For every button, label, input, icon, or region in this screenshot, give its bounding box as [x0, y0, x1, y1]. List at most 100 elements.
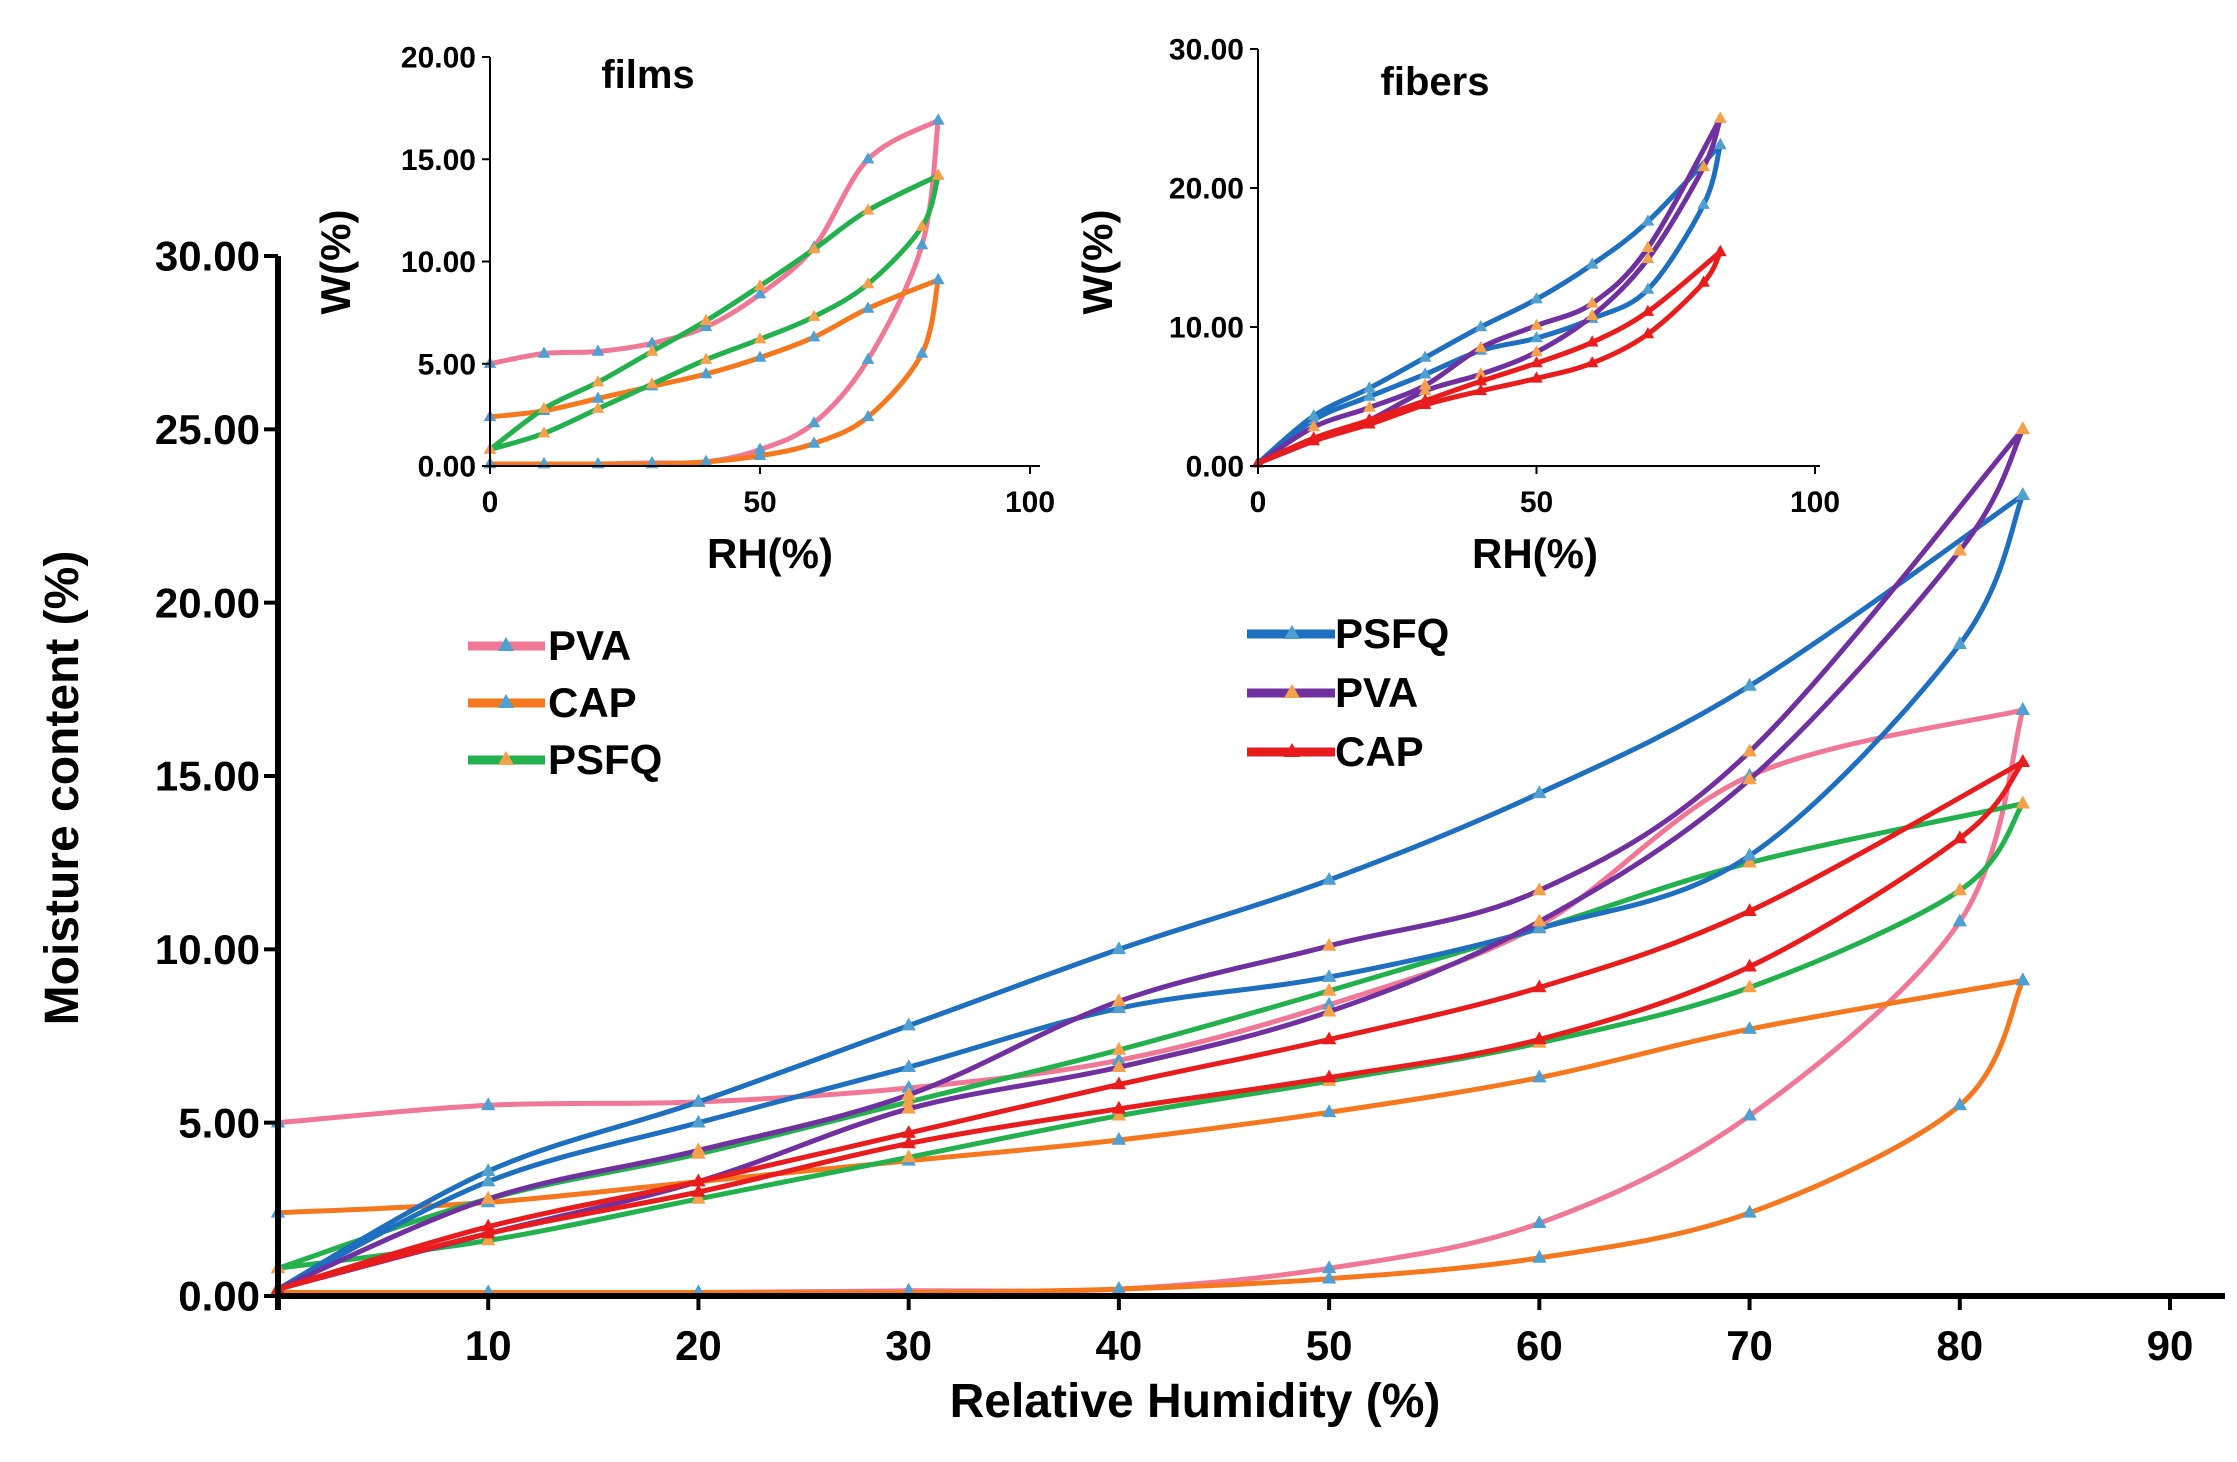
films-series-group [483, 113, 945, 469]
main-psfq-fiber-sorption-point [481, 1173, 496, 1187]
fibers-cap-fiber-sorption-point [1474, 383, 1488, 396]
films-x-tick-label: 0 [482, 486, 499, 519]
films-psfq-film-sorption-point [753, 332, 767, 344]
films-psfq-film-sorption-point [591, 401, 605, 413]
fibers-cap-fiber-sorption-point [1641, 327, 1655, 339]
main-pva-fiber-sorption-point [1952, 542, 1967, 556]
main-psfq-film-sorption-point [1952, 882, 1967, 896]
films-cap-film-sorption-point [753, 448, 767, 460]
main-x-axis-title: Relative Humidity (%) [950, 1375, 1441, 1428]
main-pva-fiber-desorption-point [1321, 937, 1337, 951]
main-pva-film-desorption-point [2015, 702, 2030, 715]
legend-cap-fiber-marker [1284, 743, 1300, 757]
legend-psfq-film-label: PSFQ [548, 736, 662, 783]
films-psfq-film-sorption-point [645, 377, 659, 389]
main-cap-fiber-sorption-point [481, 1225, 496, 1239]
main-cap-fiber-desorption-point [1532, 979, 1547, 993]
films-psfq-film-desorption-point [753, 279, 767, 291]
main-psfq-film-desorption-point [901, 1093, 916, 1107]
fibers-psfq-fiber-desorption-point [1530, 292, 1543, 304]
main-cap-fiber-desorption-point [481, 1218, 496, 1232]
fibers-psfq-fiber-sorption-point [1697, 197, 1710, 209]
main-y-axis-title: Moisture content (%) [36, 551, 89, 1026]
fibers-pva-fiber-sorption-point [1474, 367, 1488, 379]
main-cap-film-desorption-point [2015, 972, 2030, 986]
fibers-psfq-fiber-desorption-point [1474, 320, 1488, 332]
legend-psfq-film-marker [498, 751, 514, 765]
main-y-tick-label: 10.00 [155, 926, 260, 973]
main-cap-fiber-desorption-point [901, 1125, 916, 1138]
films-psfq-film-sorption-point [807, 309, 821, 321]
legend-films: PVA CAP PSFQ [468, 622, 662, 783]
fibers-psfq-fiber-sorption-point [1418, 367, 1432, 379]
legend-pva-fiber-marker [1284, 684, 1300, 698]
main-psfq-fiber-sorption-line [275, 492, 2026, 1292]
main-psfq-film-desorption-point [1111, 1041, 1127, 1055]
legend-cap-film-label: CAP [548, 679, 637, 726]
films-y-tick-label: 10.00 [401, 246, 476, 279]
main-psfq-fiber-sorption-point [1742, 847, 1757, 861]
films-y-tick-label: 5.00 [418, 348, 476, 381]
films-psfq-film-desorption-point [931, 168, 945, 180]
main-psfq-fiber-sorption-point [1952, 636, 1967, 650]
main-cap-film-sorption-point [1952, 1097, 1967, 1111]
main-psfq-film-desorption-point [1321, 982, 1337, 996]
main-pva-fiber-sorption-point [1321, 1003, 1337, 1017]
fibers-psfq-fiber-sorption-point [1363, 389, 1376, 401]
main-x-tick-label: 60 [1516, 1322, 1563, 1369]
main-cap-fiber-sorption-line [275, 759, 2026, 1292]
main-psfq-fiber-desorption-line [275, 492, 2026, 1292]
films-title: films [601, 53, 694, 97]
films-psfq-film-sorption-point [915, 219, 929, 231]
main-pva-film-sorption-point [1742, 1107, 1757, 1121]
films-pva-film-desorption-point [591, 344, 605, 356]
films-cap-film-sorption-point [807, 436, 821, 448]
main-pva-film-desorption-point [481, 1097, 496, 1111]
main-psfq-film-desorption-point [1742, 854, 1757, 868]
films-cap-film-desorption-point [699, 367, 713, 379]
main-pva-fiber-desorption-point [1532, 882, 1547, 896]
films-y-axis-title: W(%) [312, 210, 359, 315]
films-pva-film-sorption-point [753, 442, 767, 454]
fibers-psfq-fiber-desorption-point [1641, 214, 1655, 226]
main-pva-fiber-sorption-line [275, 426, 2026, 1292]
fibers-cap-fiber-desorption-point [1418, 393, 1432, 405]
fibers-pva-fiber-sorption-point [1641, 251, 1655, 264]
main-pva-fiber-desorption-point [1742, 743, 1757, 757]
films-pva-film-desorption-point [699, 319, 713, 332]
main-pva-film-desorption-line [275, 707, 2026, 1126]
main-x-tick-label: 10 [465, 1322, 512, 1369]
fibers-psfq-fiber-desorption-point [1585, 257, 1599, 269]
films-cap-film-sorption-line [487, 277, 941, 467]
fibers-pva-fiber-desorption-point [1307, 420, 1320, 432]
main-pva-fiber-desorption-point [2015, 421, 2030, 435]
fibers-cap-fiber-desorption-point [1714, 244, 1727, 257]
legend-fibers: PSFQ PVA CAP [1247, 610, 1449, 775]
main-cap-film-sorption-point [1321, 1270, 1337, 1284]
fibers-pva-fiber-sorption-point [1697, 160, 1710, 172]
fibers-cap-fiber-desorption-point [1585, 335, 1599, 347]
films-psfq-film-desorption-point [861, 203, 875, 215]
fibers-x-ticks: 0 50 100 [1250, 466, 1840, 519]
main-x-tick-label: 40 [1096, 1322, 1143, 1369]
main-psfq-film-sorption-point [1111, 1107, 1127, 1121]
fibers-cap-fiber-desorption-point [1363, 413, 1376, 425]
main-psfq-fiber-sorption-point [691, 1114, 706, 1128]
fibers-psfq-fiber-sorption-line [1255, 142, 1723, 466]
main-x-tick-label: 90 [2147, 1322, 2194, 1369]
films-psfq-film-sorption-line [487, 173, 941, 453]
main-pva-fiber-sorption-point [1111, 1059, 1127, 1072]
fibers-cap-fiber-desorption-point [1307, 431, 1320, 443]
main-cap-film-desorption-point [1321, 1104, 1337, 1118]
main-psfq-fiber-desorption-point [2015, 487, 2030, 500]
main-pva-fiber-desorption-point [691, 1142, 706, 1156]
main-pva-fiber-desorption-point [481, 1190, 496, 1204]
main-pva-film-sorption-point [1532, 1215, 1547, 1228]
films-pva-film-sorption-point [807, 416, 821, 428]
main-y-tick-label: 0.00 [178, 1273, 260, 1320]
fibers-cap-fiber-desorption-point [1530, 356, 1543, 368]
fibers-pva-fiber-sorption-point [1530, 345, 1543, 357]
fibers-y-tick-label: 10.00 [1169, 312, 1244, 345]
films-cap-film-sorption-point [699, 454, 713, 467]
main-series-group [270, 421, 2030, 1298]
